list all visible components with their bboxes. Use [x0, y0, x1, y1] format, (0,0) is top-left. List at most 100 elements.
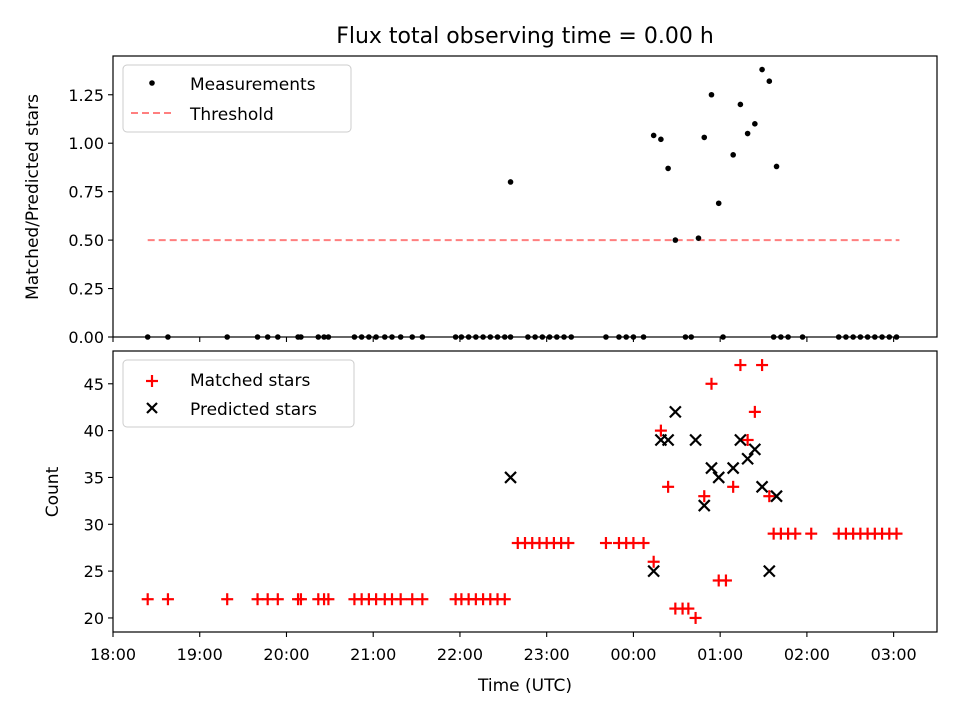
predicted-stars-point — [726, 461, 740, 475]
top-y-tick-label: 0.50 — [68, 231, 104, 250]
measurements-legend-marker — [149, 80, 155, 86]
measurement-point — [665, 165, 671, 172]
measurement-point — [507, 179, 514, 185]
measurement-point — [730, 152, 736, 158]
matched-stars-point — [322, 593, 335, 606]
matched-legend-marker — [146, 375, 158, 387]
matched-stars-point — [647, 555, 660, 568]
bottom-y-axis-label: Count — [43, 466, 63, 517]
matched-stars-point — [271, 593, 284, 606]
predicted-stars-point — [697, 499, 711, 512]
bottom-legend: Matched stars Predicted stars — [122, 359, 355, 428]
predicted-stars-point — [689, 433, 702, 447]
predicted-stars-point — [647, 564, 660, 578]
matched-stars-point — [294, 593, 307, 606]
matched-stars-point — [599, 537, 612, 550]
x-tick-label: 18:00 — [90, 645, 136, 664]
matched-stars-point — [741, 433, 754, 446]
x-tick-label: 03:00 — [871, 645, 917, 664]
legend-measurements-label: Measurements — [190, 75, 316, 95]
matched-stars-point — [698, 490, 711, 503]
matched-stars-point — [890, 527, 903, 540]
matched-stars-point — [221, 593, 234, 606]
figure-title: Flux total observing time = 0.00 h — [336, 24, 714, 49]
predicted-stars-point — [770, 489, 783, 503]
x-tick-label: 23:00 — [524, 645, 570, 664]
x-tick-label: 02:00 — [784, 645, 830, 664]
bottom-chart: 20 25 30 35 40 45 18:00 19:00 20:00 21:00 22:00 23… — [43, 350, 938, 696]
measurement-point — [650, 132, 657, 139]
matched-stars-point — [261, 593, 274, 606]
predicted-stars-point — [741, 452, 754, 465]
top-y-tick-label: 0.00 — [68, 328, 104, 347]
bottom-y-tick-label: 45 — [84, 375, 104, 394]
matched-stars-point — [654, 424, 667, 437]
measurement-point — [695, 235, 702, 241]
bottom-axes-frame — [112, 350, 938, 633]
predicted-stars-point — [734, 433, 747, 447]
matched-stars-point — [662, 480, 675, 493]
top-y-axis-label: Matched/Predicted stars — [23, 94, 43, 300]
matched-stars-point — [689, 611, 702, 624]
matched-stars-point — [805, 527, 818, 540]
bottom-y-tick-label: 35 — [84, 468, 104, 487]
bottom-x-axis: 18:00 19:00 20:00 21:00 22:00 23:00 00:00 01:00… — [90, 632, 917, 664]
top-chart: 0.00 0.25 0.50 0.75 1.00 1.25 Matched/Predict… — [23, 55, 938, 347]
measurement-point — [766, 78, 773, 84]
matched-stars-point — [719, 574, 732, 587]
matched-stars-point — [627, 537, 640, 550]
measurement-point — [708, 91, 715, 98]
top-legend-box — [122, 64, 352, 133]
matched-stars-point — [562, 537, 575, 550]
matched-stars-point — [141, 593, 154, 606]
bottom-y-tick-label: 25 — [84, 562, 104, 581]
matched-stars-point — [756, 359, 769, 372]
measurement-point — [658, 136, 664, 143]
measurement-point — [773, 163, 780, 170]
x-axis-label: Time (UTC) — [477, 676, 572, 696]
matched-stars-point — [682, 602, 695, 615]
top-x-ticks — [112, 337, 895, 342]
matched-stars-point — [416, 593, 429, 606]
predicted-stars-point — [763, 564, 776, 578]
matched-stars-point — [251, 593, 264, 606]
bottom-y-axis: 20 25 30 35 40 45 — [84, 375, 113, 628]
bottom-y-tick-label: 40 — [84, 422, 104, 441]
x-tick-label: 19:00 — [177, 645, 223, 664]
bottom-y-tick-label: 30 — [84, 515, 104, 534]
matched-stars-point — [406, 593, 419, 606]
bottom-legend-box — [122, 359, 355, 428]
legend-threshold-label: Threshold — [189, 105, 274, 125]
top-y-tick-label: 1.25 — [68, 86, 104, 105]
matched-stars-point — [705, 377, 718, 390]
measurement-point — [744, 130, 751, 137]
x-tick-label: 01:00 — [697, 645, 743, 664]
matched-stars-point — [394, 593, 407, 606]
bottom-plot-area — [141, 359, 903, 624]
predicted-stars-point — [669, 405, 682, 419]
x-tick-label: 00:00 — [610, 645, 656, 664]
matched-stars-point — [748, 405, 761, 418]
top-y-tick-label: 0.25 — [68, 280, 104, 299]
top-y-tick-label: 1.00 — [68, 134, 104, 153]
predicted-stars-point — [661, 433, 675, 447]
predicted-legend-marker — [146, 402, 158, 414]
legend-predicted-label: Predicted stars — [190, 400, 317, 420]
matched-stars-point — [789, 527, 802, 540]
x-tick-label: 20:00 — [263, 645, 309, 664]
top-axes-frame — [112, 55, 938, 338]
top-legend: Measurements Threshold — [122, 64, 352, 133]
matched-stars-point — [734, 359, 747, 372]
predicted-stars-point — [504, 471, 517, 484]
predicted-stars-point — [705, 461, 718, 475]
x-tick-label: 21:00 — [350, 645, 396, 664]
predicted-stars-point — [712, 471, 725, 484]
top-y-tick-label: 0.75 — [68, 183, 104, 202]
measurement-point — [752, 121, 758, 127]
predicted-stars-point — [755, 480, 769, 494]
measurement-point — [672, 237, 679, 243]
top-y-axis: 0.00 0.25 0.50 0.75 1.00 1.25 — [68, 86, 113, 347]
matched-stars-point — [637, 537, 650, 550]
measurement-point — [715, 200, 722, 207]
matched-stars-point — [763, 490, 776, 503]
